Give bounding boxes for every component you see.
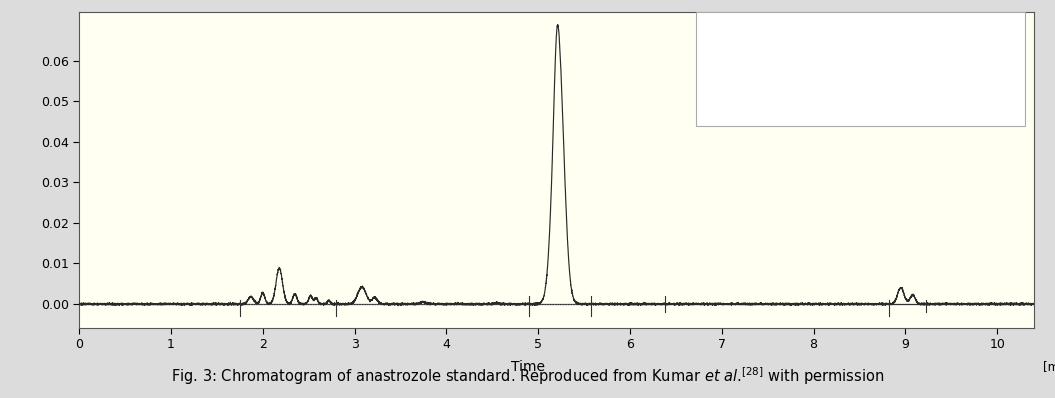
Text: Time: Time [511,360,544,374]
Text: [min.]: [min.] [1043,360,1055,373]
Text: Fig. 3: Chromatogram of anastrozole standard. Reproduced from Kumar $\mathit{et\: Fig. 3: Chromatogram of anastrozole stan… [171,365,884,387]
Bar [696,12,1024,125]
